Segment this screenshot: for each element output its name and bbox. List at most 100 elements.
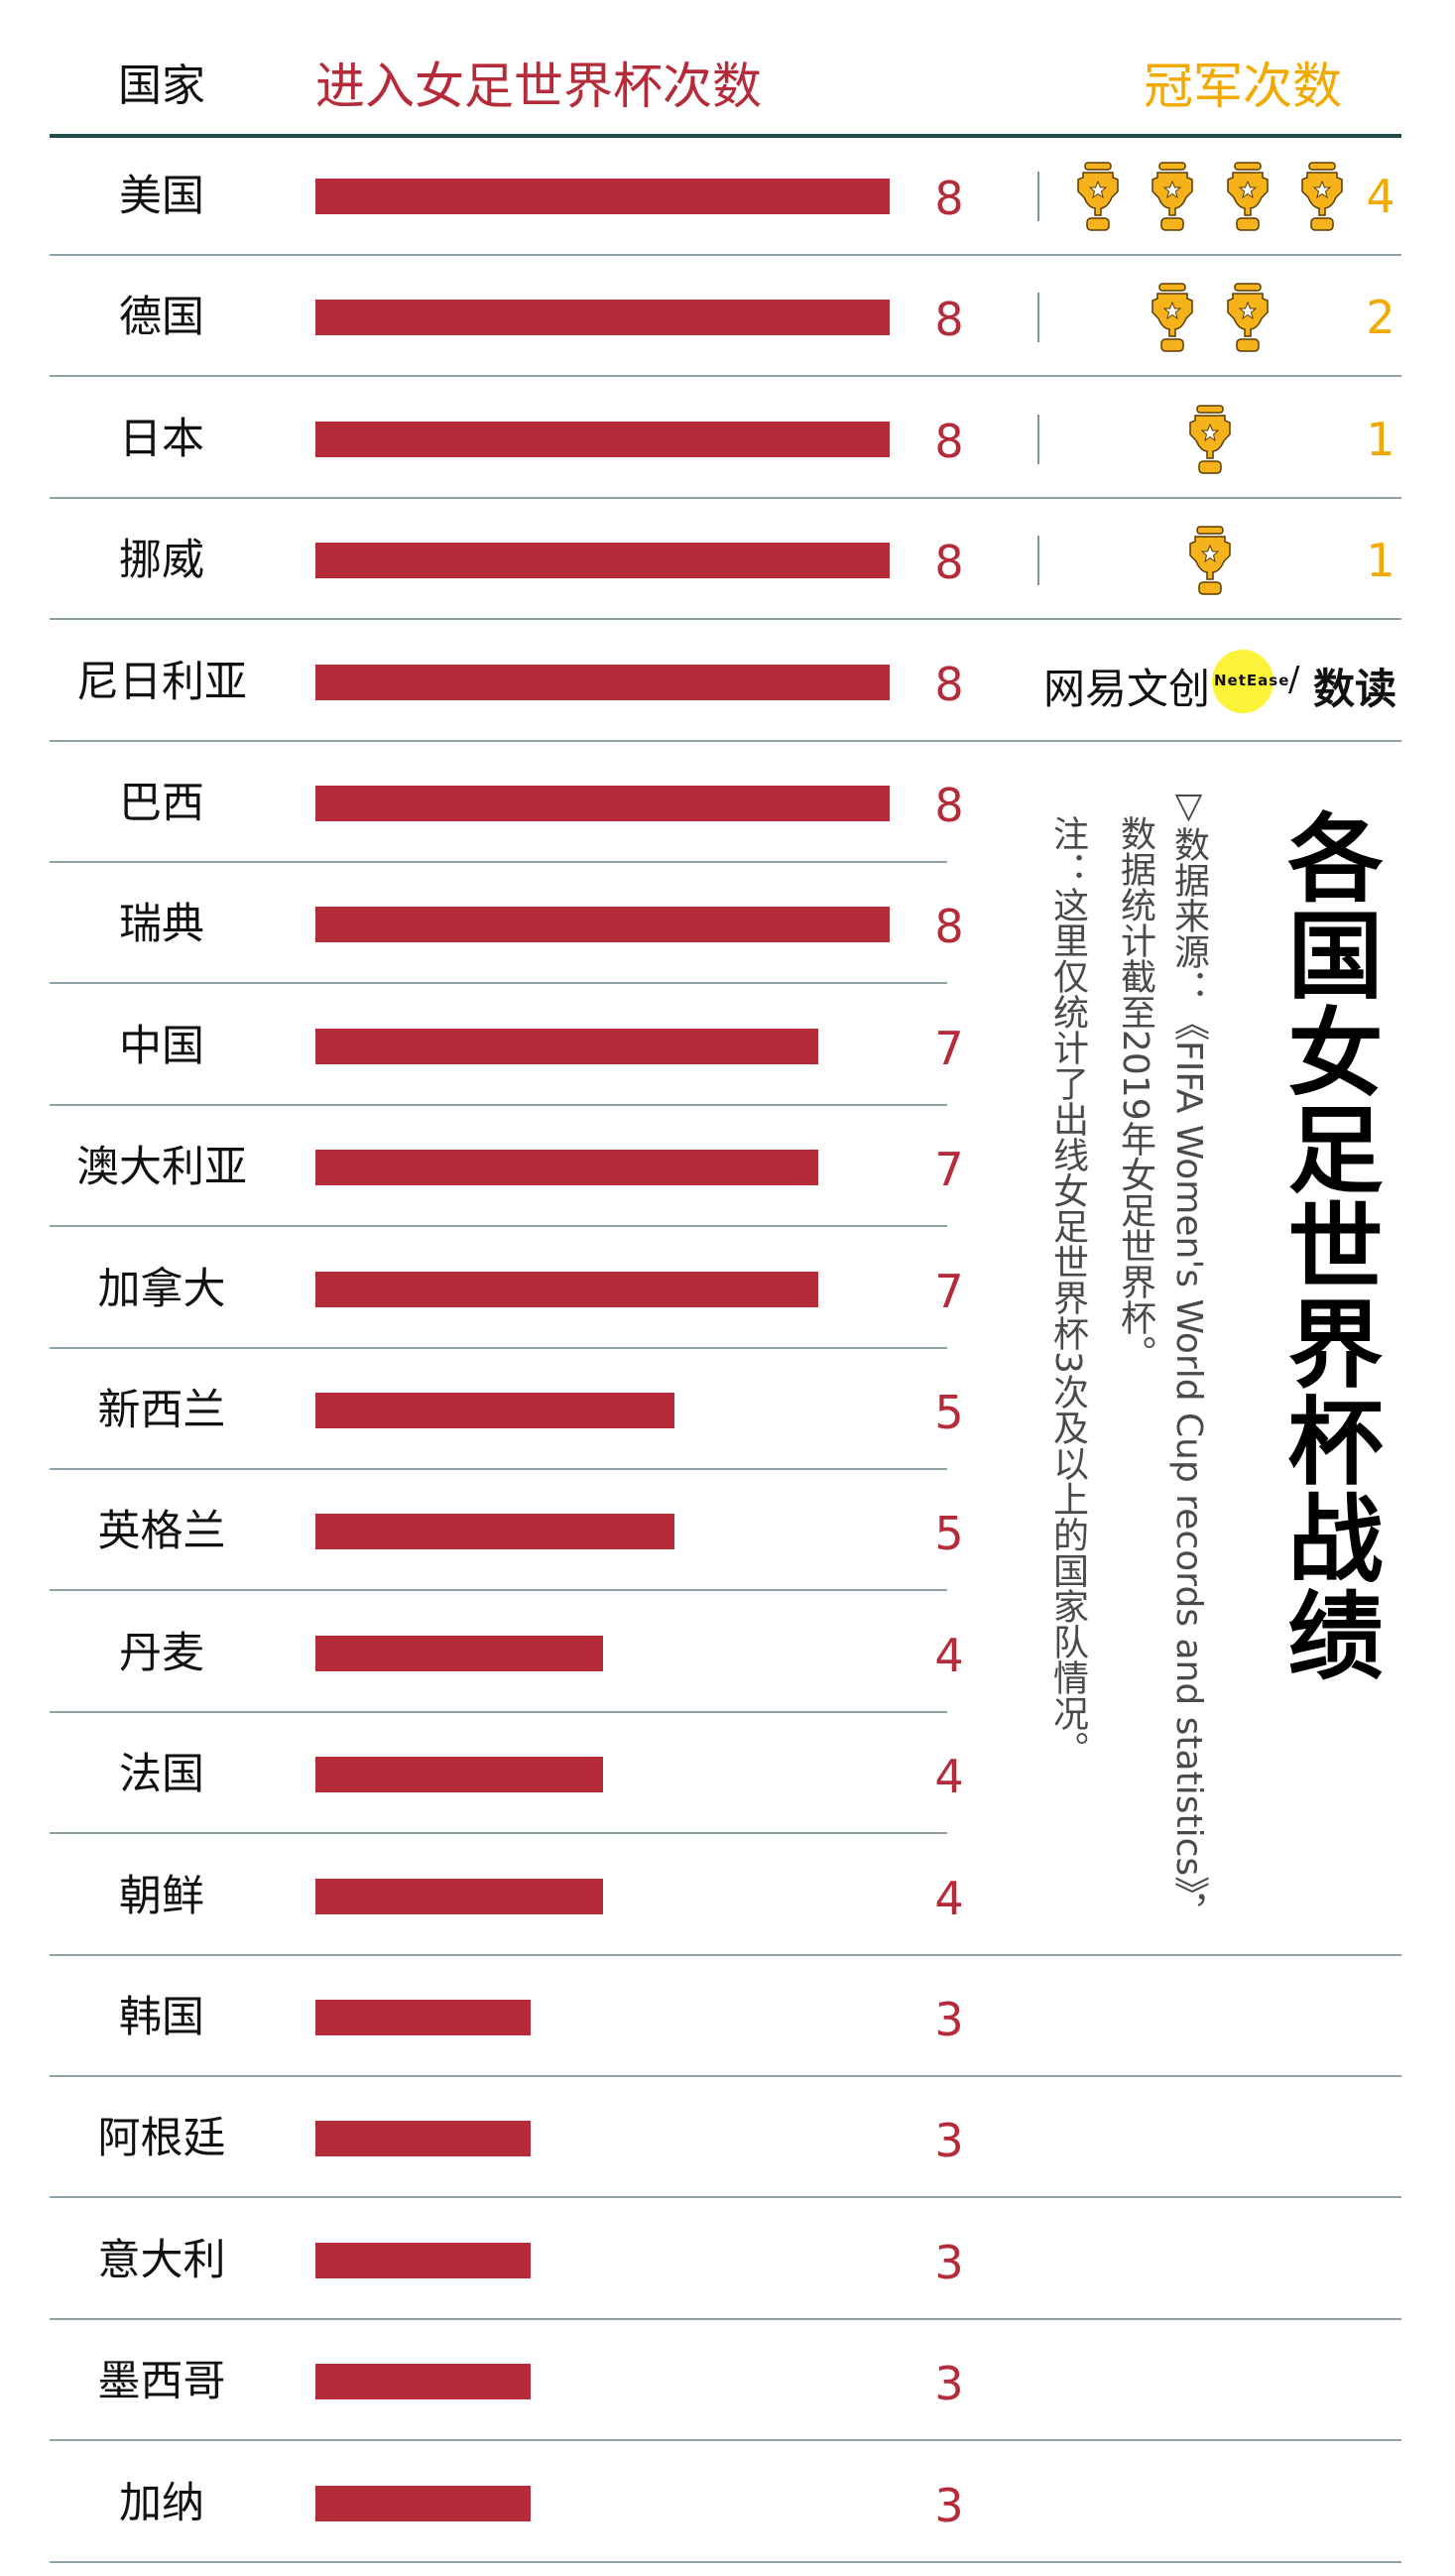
appearance-value: 4 [934, 1871, 964, 1925]
logo-left: 网易文创 [1043, 665, 1211, 713]
appearance-bar [315, 2121, 532, 2157]
appearance-bar [315, 907, 891, 943]
appearance-bar [315, 1635, 603, 1671]
appearance-value: 5 [934, 1507, 964, 1561]
footnote: 注：这里仅统计了出线女足世界杯3次及以上的国家队情况。 [1047, 815, 1088, 1767]
appearance-value: 7 [934, 1143, 964, 1197]
trophy-icon [1150, 283, 1195, 353]
country-label: 瑞典 [119, 900, 204, 950]
appearance-bar [315, 300, 891, 336]
trophy-icon [1075, 162, 1121, 231]
row-rule [50, 496, 1401, 499]
appearance-value: 7 [934, 1021, 964, 1075]
header-titles: 冠军次数 [1144, 58, 1342, 115]
appearance-value: 4 [934, 1628, 964, 1682]
appearance-bar [315, 1150, 818, 1186]
titles-count: 1 [1366, 412, 1395, 466]
appearance-value: 5 [934, 1386, 964, 1439]
appearance-value: 3 [934, 2235, 964, 2289]
appearance-value: 8 [934, 293, 964, 347]
row-rule [50, 1225, 947, 1228]
logo-circle [1212, 650, 1273, 713]
appearance-value: 8 [934, 657, 964, 711]
country-label: 加纳 [119, 2478, 204, 2528]
titles-count: 2 [1366, 291, 1395, 345]
country-label: 美国 [119, 172, 204, 221]
appearance-value: 8 [934, 172, 964, 225]
country-label: 挪威 [119, 536, 204, 586]
row-rule [50, 2560, 1401, 2563]
country-label: 韩国 [119, 1993, 204, 2042]
appearance-bar [315, 786, 891, 821]
country-label: 意大利 [97, 2235, 226, 2285]
appearance-bar [315, 543, 891, 579]
titles-divider [1037, 293, 1039, 343]
row-rule [50, 2439, 1401, 2442]
appearance-bar [315, 1757, 603, 1793]
row-rule [50, 1589, 947, 1592]
country-label: 巴西 [119, 779, 204, 828]
appearance-value: 8 [934, 900, 964, 954]
row-rule [50, 2317, 1401, 2320]
country-label: 墨西哥 [97, 2357, 226, 2407]
logo-sep: / [1288, 660, 1300, 699]
appearance-value: 8 [934, 779, 964, 832]
country-label: 新西兰 [97, 1386, 226, 1435]
trophy-icon [1187, 405, 1233, 474]
appearance-bar [315, 2364, 532, 2400]
row-rule [50, 2075, 1401, 2077]
source-line-2: 数据统计截至2019年女足世界杯。 [1115, 815, 1155, 1371]
row-rule [50, 739, 1401, 742]
country-label: 阿根廷 [97, 2114, 226, 2164]
appearance-bar [315, 2000, 532, 2035]
country-label: 丹麦 [119, 1628, 204, 1678]
appearance-value: 8 [934, 414, 964, 468]
source-line-1: ▽数据来源：《FIFA Women's World Cup records an… [1168, 786, 1209, 1930]
country-label: 中国 [119, 1021, 204, 1071]
row-rule [50, 1103, 947, 1106]
titles-divider [1037, 414, 1039, 464]
row-rule [50, 2196, 1401, 2199]
chart-title: 各国女足世界杯战绩 [1272, 808, 1383, 1683]
row-rule [50, 1710, 947, 1713]
row-rule [50, 618, 1401, 621]
row-rule [50, 1953, 1401, 1956]
logo-right: 数读 [1313, 665, 1397, 713]
country-label: 法国 [119, 1750, 204, 1800]
trophy-icon [1225, 283, 1271, 353]
country-label: 澳大利亚 [76, 1143, 247, 1193]
appearance-value: 3 [934, 2357, 964, 2411]
trophy-icon [1150, 162, 1195, 231]
appearance-bar [315, 2485, 532, 2521]
appearance-bar [315, 1878, 603, 1914]
appearance-value: 3 [934, 2478, 964, 2532]
appearance-bar [315, 179, 891, 214]
appearance-bar [315, 664, 891, 700]
appearance-value: 3 [934, 1993, 964, 2046]
row-rule [50, 1346, 947, 1349]
appearance-bar [315, 1393, 674, 1428]
row-rule [50, 1832, 947, 1835]
appearance-bar [315, 1028, 818, 1064]
country-label: 尼日利亚 [76, 657, 247, 707]
appearance-bar [315, 1271, 818, 1307]
row-rule [50, 375, 1401, 378]
trophy-icon [1299, 162, 1345, 231]
appearance-value: 7 [934, 1264, 964, 1318]
country-label: 加拿大 [97, 1264, 226, 1314]
row-rule [50, 254, 1401, 256]
appearance-bar [315, 1514, 674, 1550]
row-rule [50, 1468, 947, 1470]
logo-badge: NetEase [1214, 672, 1290, 689]
titles-count: 1 [1366, 534, 1395, 588]
logo: 网易文创 NetEase / 数读 [1043, 650, 1400, 713]
header-rule [50, 134, 1401, 138]
country-label: 日本 [119, 414, 204, 464]
appearance-value: 8 [934, 536, 964, 590]
titles-count: 4 [1366, 170, 1395, 223]
titles-divider [1037, 172, 1039, 221]
row-rule [50, 861, 947, 863]
header-appearances: 进入女足世界杯次数 [315, 58, 762, 115]
trophy-icon [1187, 526, 1233, 595]
row-rule [50, 982, 947, 985]
